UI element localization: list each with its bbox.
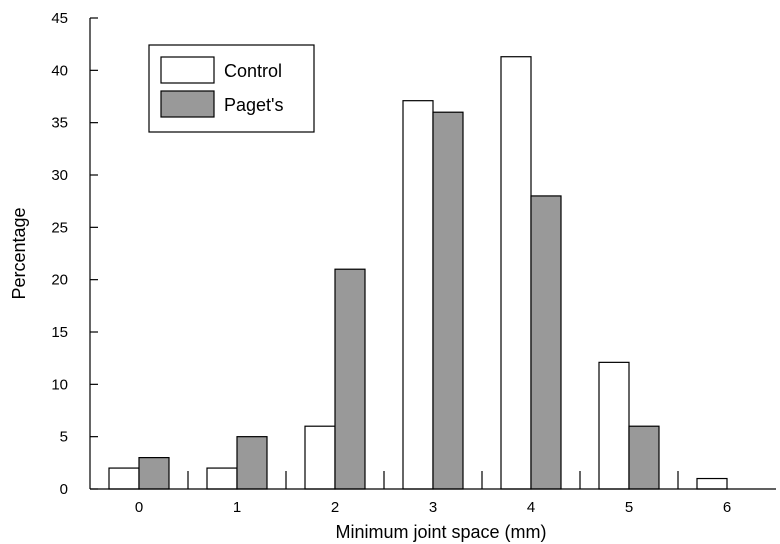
legend-label-control: Control — [224, 61, 282, 81]
y-tick-label: 20 — [51, 272, 68, 289]
y-axis-title: Percentage — [9, 207, 29, 299]
y-tick-label: 25 — [51, 219, 68, 236]
legend: Control Paget's — [148, 44, 315, 133]
legend-swatch-control — [160, 56, 215, 84]
x-tick-label: 0 — [135, 499, 143, 516]
x-tick-label: 5 — [625, 499, 633, 516]
plot-area — [108, 56, 728, 490]
x-tick-label: 3 — [429, 499, 437, 516]
x-tick-label: 6 — [723, 499, 731, 516]
bar-pagets-0 — [138, 457, 170, 490]
y-tick-label: 0 — [60, 481, 68, 498]
bar-pagets-2 — [334, 268, 366, 490]
bar-control-4 — [500, 56, 532, 490]
y-tick-label: 40 — [51, 62, 68, 79]
legend-label-pagets: Paget's — [224, 95, 283, 115]
bar-pagets-5 — [628, 425, 660, 490]
bar-control-6 — [696, 477, 728, 490]
bar-control-5 — [598, 361, 630, 490]
legend-swatch-pagets — [160, 90, 215, 118]
bar-pagets-3 — [432, 111, 464, 490]
y-tick-label: 45 — [51, 10, 68, 27]
y-tick-label: 10 — [51, 376, 68, 393]
y-tick-label: 30 — [51, 167, 68, 184]
y-tick-label: 15 — [51, 324, 68, 341]
bar-pagets-1 — [236, 436, 268, 490]
y-tick-label: 5 — [60, 429, 68, 446]
bar-control-2 — [304, 425, 336, 490]
x-tick-label: 1 — [233, 499, 241, 516]
bar-control-0 — [108, 467, 140, 490]
x-axis-title: Minimum joint space (mm) — [335, 522, 546, 542]
bar-control-3 — [402, 100, 434, 490]
bar-control-1 — [206, 467, 238, 490]
x-tick-label: 2 — [331, 499, 339, 516]
y-tick-label: 35 — [51, 115, 68, 132]
bar-pagets-4 — [530, 195, 562, 490]
x-tick-label: 4 — [527, 499, 535, 516]
